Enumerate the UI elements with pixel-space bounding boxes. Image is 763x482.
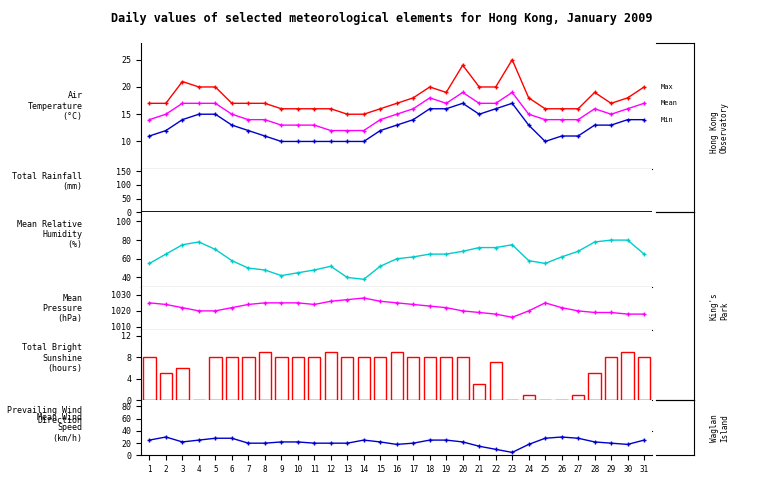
Text: Hong Kong
Observatory: Hong Kong Observatory <box>710 102 729 153</box>
Bar <box>605 357 617 400</box>
Bar <box>407 357 420 400</box>
Bar <box>523 395 535 400</box>
Y-axis label: Total Rainfall
(mm): Total Rainfall (mm) <box>12 172 82 191</box>
Bar <box>638 357 650 400</box>
Bar <box>159 373 172 400</box>
Bar <box>226 357 238 400</box>
Bar <box>341 357 353 400</box>
Y-axis label: Air
Temperature
(°C): Air Temperature (°C) <box>27 91 82 121</box>
Bar <box>456 357 469 400</box>
Bar <box>291 357 304 400</box>
Y-axis label: Mean Wind
Speed
(km/h): Mean Wind Speed (km/h) <box>37 413 82 442</box>
Bar <box>572 395 584 400</box>
Bar <box>588 373 600 400</box>
Bar <box>490 362 502 400</box>
Text: Waglan
Island: Waglan Island <box>710 414 729 442</box>
Bar <box>308 357 320 400</box>
Y-axis label: Prevailing Wind
Direction: Prevailing Wind Direction <box>8 406 82 426</box>
Text: Max: Max <box>661 84 674 90</box>
Bar <box>358 357 370 400</box>
Text: Daily values of selected meteorological elements for Hong Kong, January 2009: Daily values of selected meteorological … <box>111 12 652 25</box>
Y-axis label: Mean
Pressure
(hPa): Mean Pressure (hPa) <box>43 294 82 323</box>
Bar <box>209 357 221 400</box>
Bar <box>391 352 403 400</box>
Bar <box>259 352 271 400</box>
Bar <box>473 384 485 400</box>
Bar <box>324 352 337 400</box>
Text: King's
Park: King's Park <box>710 292 729 320</box>
Text: Min: Min <box>661 117 674 122</box>
Bar <box>176 368 188 400</box>
Bar <box>621 352 634 400</box>
Bar <box>275 357 288 400</box>
Bar <box>143 357 156 400</box>
Text: Mean: Mean <box>661 100 678 107</box>
Bar <box>242 357 255 400</box>
Y-axis label: Total Bright
Sunshine
(hours): Total Bright Sunshine (hours) <box>22 343 82 373</box>
Bar <box>440 357 452 400</box>
Y-axis label: Mean Relative
Humidity
(%): Mean Relative Humidity (%) <box>18 220 82 249</box>
Bar <box>374 357 386 400</box>
Bar <box>423 357 436 400</box>
